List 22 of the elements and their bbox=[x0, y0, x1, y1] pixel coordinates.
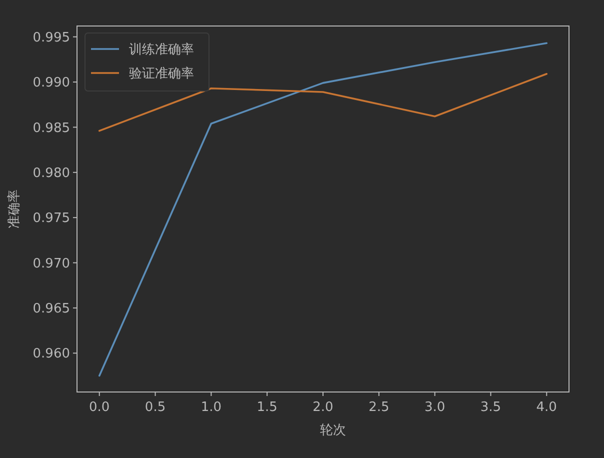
y-tick-label: 0.990 bbox=[32, 76, 70, 91]
y-tick-label: 0.985 bbox=[32, 120, 70, 136]
line-series bbox=[98, 42, 548, 377]
x-tick-label: 3.5 bbox=[480, 400, 502, 415]
y-tick-label: 0.980 bbox=[32, 166, 70, 181]
x-tick-label: 1.5 bbox=[256, 400, 278, 415]
x-tick-label: 0.0 bbox=[89, 400, 110, 415]
x-tick-label: 2.5 bbox=[368, 400, 390, 415]
y-axis-title: 准确率 bbox=[6, 190, 22, 228]
y-tick-label: 0.960 bbox=[32, 346, 70, 362]
y-tick-label: 0.995 bbox=[32, 30, 70, 46]
y-tick-label: 0.970 bbox=[32, 256, 70, 272]
x-tick-label: 4.0 bbox=[536, 400, 557, 415]
y-tick-label: 0.975 bbox=[32, 211, 70, 226]
x-tick-label: 3.0 bbox=[424, 400, 446, 415]
x-tick-label: 2.0 bbox=[312, 400, 334, 415]
legend-label: 训练准确率 bbox=[129, 42, 194, 58]
x-tick-label: 1.0 bbox=[200, 400, 222, 415]
y-tick-label: 0.965 bbox=[32, 302, 70, 317]
x-tick-label: 0.5 bbox=[144, 400, 166, 415]
legend-label: 验证准确率 bbox=[129, 66, 194, 82]
x-axis-title: 轮次 bbox=[320, 423, 346, 438]
